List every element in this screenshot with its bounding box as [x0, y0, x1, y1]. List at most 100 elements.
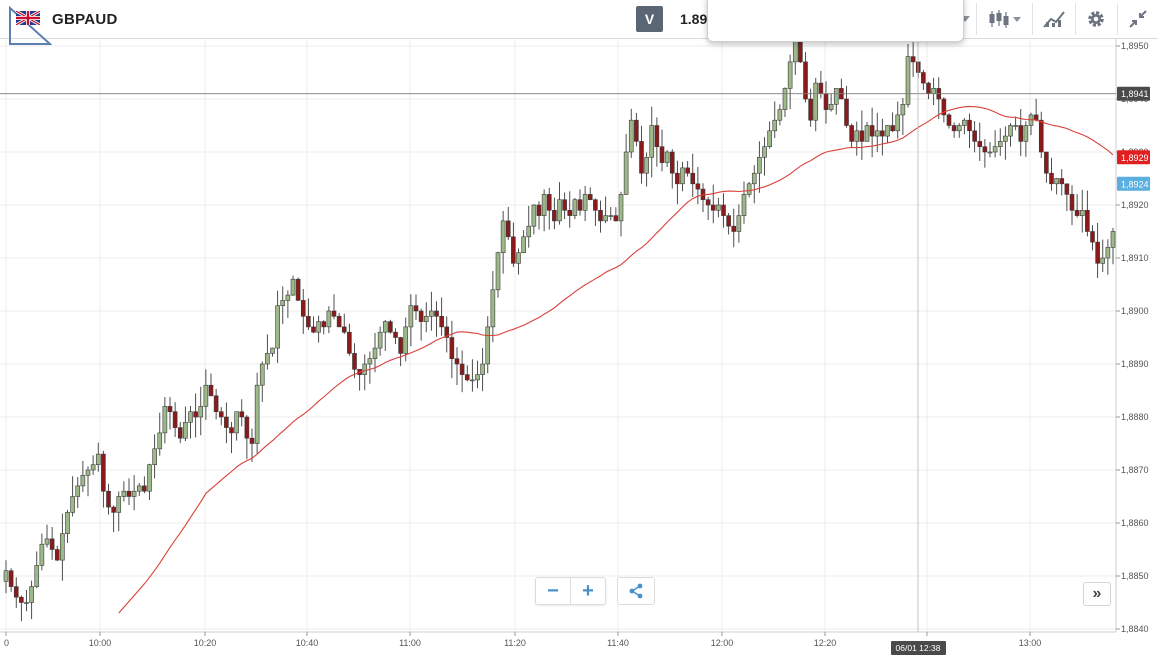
candle [70, 476, 75, 517]
candle [352, 343, 357, 379]
candle [229, 421, 234, 454]
toolbar-divider [1032, 3, 1033, 35]
candle [849, 123, 854, 148]
candle [854, 121, 860, 156]
candle [567, 191, 573, 228]
candle [546, 187, 552, 230]
gear-icon[interactable] [1082, 6, 1110, 32]
candle [316, 315, 321, 343]
candle [726, 212, 731, 235]
candle [972, 121, 977, 153]
candle [992, 130, 998, 158]
candle [618, 191, 624, 237]
y-tick-label: 1,8910 [1121, 253, 1149, 263]
y-tick-label: 1,8900 [1121, 306, 1149, 316]
current-price-tag-text: 1,8929 [1121, 153, 1149, 163]
candle [869, 107, 875, 158]
candle [147, 463, 152, 500]
scroll-right-button[interactable]: » [1083, 582, 1111, 606]
candle [844, 85, 849, 128]
ma-price-tag: 1,8924 [1117, 176, 1150, 191]
candle [1054, 177, 1059, 195]
candle [644, 152, 649, 187]
candle [444, 316, 450, 353]
candle [336, 312, 342, 328]
indicators-icon[interactable] [1040, 6, 1068, 32]
zoom-out-button[interactable]: − [536, 578, 571, 604]
candle [177, 422, 183, 444]
candle [905, 43, 911, 108]
candles [3, 23, 1116, 622]
share-icon [629, 583, 643, 599]
y-tick-label: 1,8920 [1121, 200, 1149, 210]
uk-flag-icon [16, 11, 40, 25]
candle [429, 291, 434, 331]
x-tick-label: 11:40 [607, 638, 629, 648]
candle [659, 129, 665, 172]
candle [1110, 227, 1116, 265]
candle [157, 412, 163, 456]
candle [746, 181, 752, 198]
candle [162, 397, 168, 444]
candle [782, 87, 788, 118]
candle [306, 298, 311, 330]
candle [434, 301, 439, 337]
candle [490, 271, 496, 343]
collapse-icon[interactable] [1124, 6, 1152, 32]
candle [449, 320, 455, 379]
candle [49, 527, 55, 560]
candle [572, 197, 578, 220]
x-tick-label: 0 [4, 638, 9, 648]
candle [557, 182, 562, 225]
y-tick-label: 1,8950 [1121, 41, 1149, 51]
candle [234, 411, 239, 441]
x-tick-label: 13:00 [1019, 638, 1042, 648]
candle [598, 200, 603, 233]
candle [680, 162, 685, 192]
candle [762, 137, 767, 176]
candle [13, 577, 19, 608]
candle [131, 475, 137, 511]
candle [921, 69, 926, 91]
candle [183, 406, 188, 441]
candle [90, 455, 96, 475]
x-axis: 0 10:00 10:20 10:40 11:00 11:20 11:40 12:00 12:2… [4, 632, 1041, 648]
y-tick-label: 1,8890 [1121, 359, 1149, 369]
grid-lines [0, 38, 1116, 632]
candle [900, 97, 906, 136]
candle [188, 405, 193, 439]
share-button[interactable] [617, 577, 655, 605]
v-button[interactable]: V [636, 6, 663, 32]
candle [741, 181, 747, 224]
candle [167, 397, 173, 430]
candle [3, 560, 9, 594]
candle [1069, 185, 1075, 226]
candle [75, 477, 81, 509]
y-tick-label: 1,8860 [1121, 518, 1149, 528]
candle [1090, 225, 1095, 251]
candle [505, 206, 511, 241]
candle [65, 509, 70, 544]
zoom-in-button[interactable]: + [582, 579, 594, 602]
candle [193, 393, 198, 438]
candlestick-icon[interactable] [986, 6, 1026, 32]
candle [1064, 183, 1070, 212]
candle [675, 160, 680, 205]
candle [962, 118, 967, 135]
candle [470, 359, 475, 392]
candle [408, 294, 414, 347]
candle [39, 533, 45, 571]
candle [111, 505, 116, 533]
candle [685, 161, 690, 177]
candle [372, 332, 378, 373]
zoom-controls: − + [535, 577, 606, 605]
candle [126, 478, 132, 506]
candle [85, 466, 91, 497]
candle [172, 402, 178, 437]
y-tick-label: 1,8850 [1121, 571, 1149, 581]
candle [808, 88, 813, 127]
candle [403, 317, 409, 362]
candle [946, 113, 952, 129]
candle [941, 97, 947, 123]
